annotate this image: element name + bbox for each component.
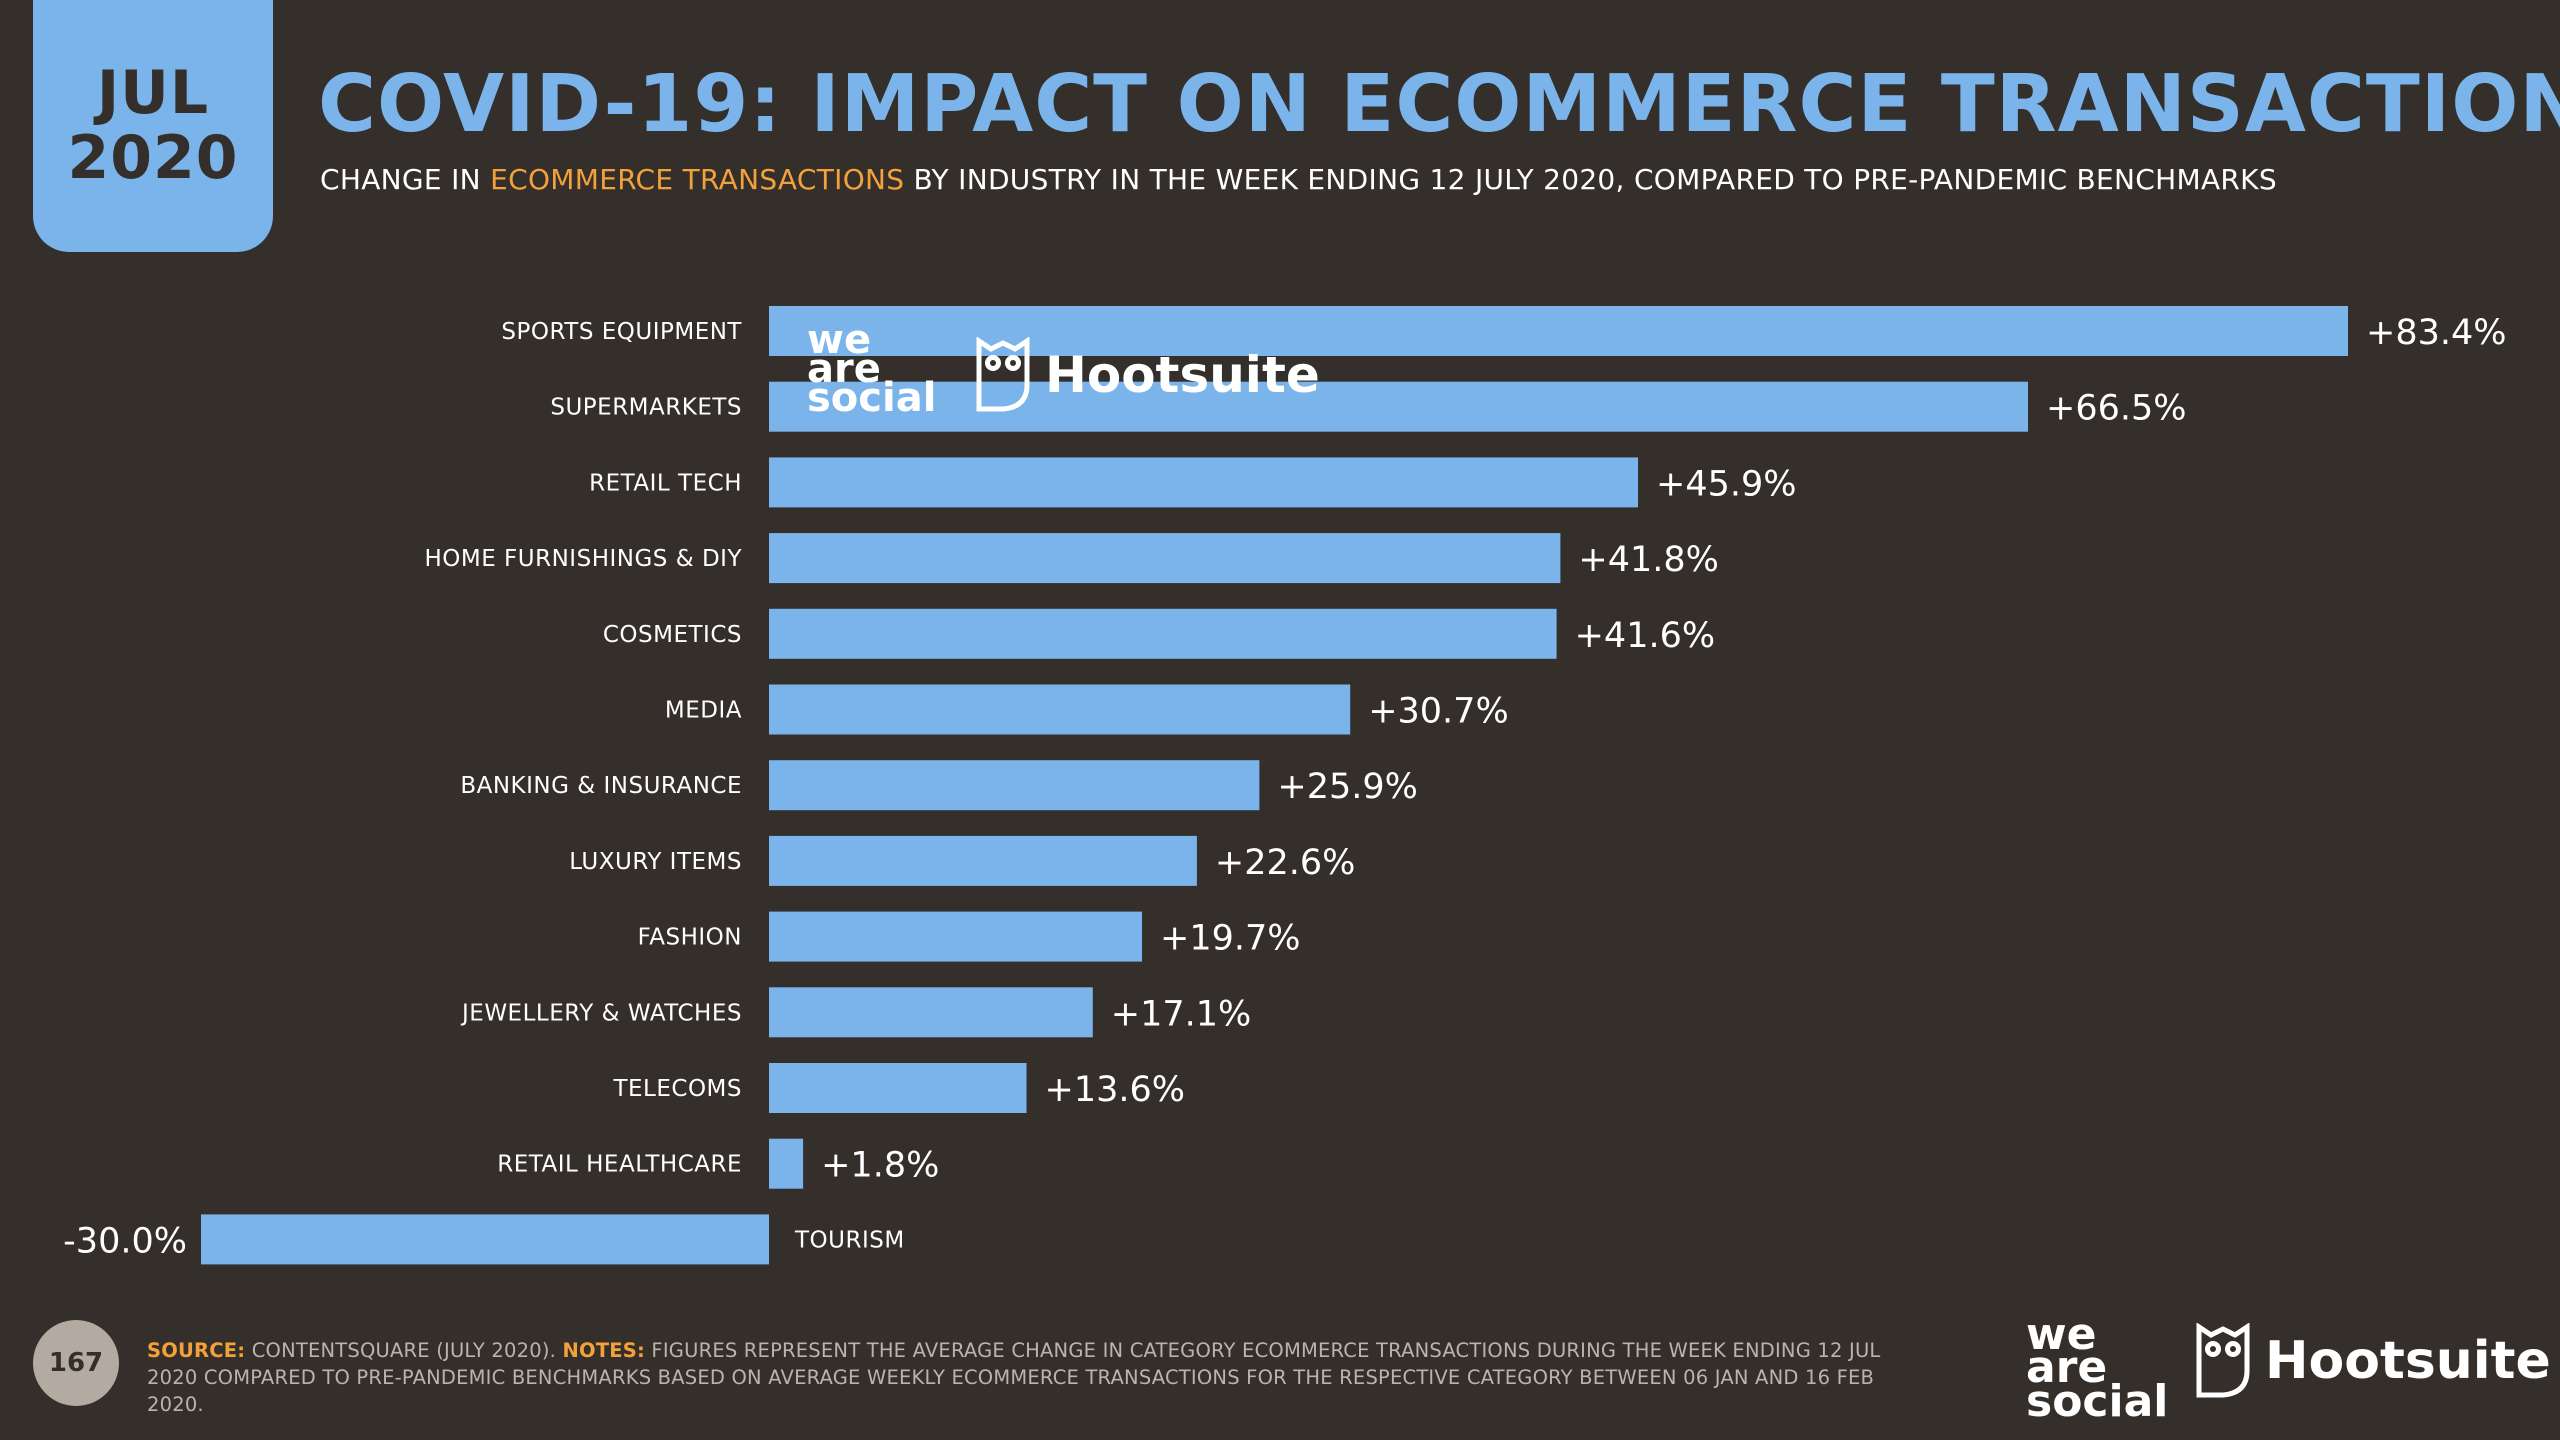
bar-sports-equipment <box>769 306 2348 356</box>
category-label: JEWELLERY & WATCHES <box>460 1000 742 1026</box>
bar-tourism <box>201 1214 769 1265</box>
brand-weare-line3: social <box>2026 1375 2169 1427</box>
value-label: +13.6% <box>1045 1070 1186 1110</box>
page-subtitle: CHANGE IN ECOMMERCE TRANSACTIONS BY INDU… <box>320 163 2277 196</box>
bar-retail-tech <box>769 457 1638 508</box>
source-text: CONTENTSQUARE (JULY 2020). <box>245 1339 563 1362</box>
source-label: SOURCE: <box>147 1339 246 1362</box>
hootsuite-logo: Hootsuite <box>2195 1323 2551 1399</box>
category-label: RETAIL TECH <box>589 470 742 496</box>
value-label: +19.7% <box>1160 919 1301 959</box>
watermark-hootsuite-text: Hootsuite <box>1045 346 1320 404</box>
value-label: +17.1% <box>1111 994 1252 1034</box>
watermark-weare-line3: social <box>807 374 937 421</box>
page-title: COVID-19: IMPACT ON ECOMMERCE TRANSACTIO… <box>318 58 2560 150</box>
value-label: +41.6% <box>1575 616 1716 656</box>
value-label: +41.8% <box>1578 540 1719 580</box>
bar-fashion <box>769 911 1142 962</box>
watermark-weare-line2: are <box>807 345 881 392</box>
badge-year: 2020 <box>67 123 239 193</box>
subtitle-highlight: ECOMMERCE TRANSACTIONS <box>490 163 905 196</box>
subtitle-pre: CHANGE IN <box>320 163 491 196</box>
brand-weare-line1: we <box>2026 1309 2097 1360</box>
owl-icon <box>2196 1323 2250 1398</box>
bar-telecoms <box>769 1063 1027 1113</box>
watermark-we-are-social-logo: we are social <box>807 317 937 421</box>
bar-home-furnishings-diy <box>769 533 1561 584</box>
category-label: HOME FURNISHINGS & DIY <box>424 546 742 572</box>
value-label: +45.9% <box>1656 464 1797 504</box>
footer-notes: SOURCE: CONTENTSQUARE (JULY 2020). NOTES… <box>147 1338 1927 1419</box>
category-label: TOURISM <box>794 1227 905 1253</box>
category-label: SUPERMARKETS <box>550 395 742 421</box>
value-label: +1.8% <box>821 1146 939 1186</box>
bar-retail-healthcare <box>769 1138 804 1189</box>
category-label: COSMETICS <box>603 622 742 648</box>
category-label: BANKING & INSURANCE <box>460 773 742 799</box>
bar-luxury-items <box>769 835 1197 886</box>
notes-text: FIGURES REPRESENT THE AVERAGE CHANGE IN … <box>147 1339 1881 1416</box>
we-are-social-logo: we are social <box>2026 1309 2169 1427</box>
bar-banking-insurance <box>769 760 1260 811</box>
category-label: TELECOMS <box>612 1076 742 1102</box>
category-label: RETAIL HEALTHCARE <box>497 1152 742 1178</box>
bar-media <box>769 684 1351 735</box>
page-number: 167 <box>33 1320 119 1406</box>
value-label: -30.0% <box>63 1221 187 1261</box>
value-label: +25.9% <box>1277 767 1418 807</box>
category-label: MEDIA <box>665 698 742 724</box>
watermark-hootsuite-logo: Hootsuite <box>975 337 1320 413</box>
value-label: +30.7% <box>1368 692 1509 732</box>
brand-weare-line2: are <box>2026 1342 2108 1394</box>
category-label: LUXURY ITEMS <box>569 849 742 875</box>
category-label: FASHION <box>638 925 742 951</box>
bar-jewellery-watches <box>769 987 1093 1038</box>
watermark-weare-line1: we <box>807 317 872 363</box>
subtitle-post: BY INDUSTRY IN THE WEEK ENDING 12 JULY 2… <box>904 163 2277 196</box>
bar-cosmetics <box>769 608 1557 659</box>
bar-supermarkets <box>769 381 2028 432</box>
hootsuite-text: Hootsuite <box>2265 1331 2551 1391</box>
category-label: SPORTS EQUIPMENT <box>501 319 742 345</box>
notes-label: NOTES: <box>562 1339 646 1362</box>
value-label: +83.4% <box>2366 313 2507 353</box>
value-label: +22.6% <box>1215 843 1356 883</box>
owl-icon <box>976 337 1030 412</box>
date-badge: JUL 2020 <box>33 0 273 252</box>
value-label: +66.5% <box>2046 389 2187 429</box>
badge-month: JUL <box>96 58 210 129</box>
